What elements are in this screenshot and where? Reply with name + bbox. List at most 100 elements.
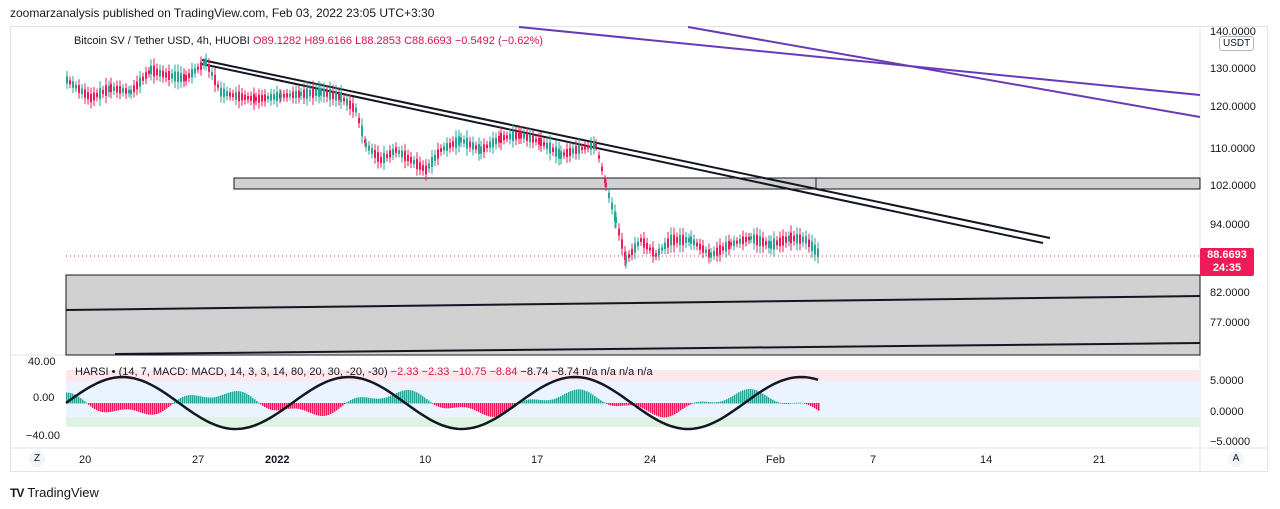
histogram-bar (370, 398, 372, 404)
time-axis-label: 14 (980, 454, 993, 466)
candle-body (452, 141, 454, 147)
histogram-bar (260, 403, 262, 405)
histogram-bar (784, 403, 786, 404)
candle-body (546, 142, 548, 150)
histogram-bar (802, 402, 804, 404)
histogram-bar (720, 401, 722, 404)
neutral-band (66, 381, 1200, 417)
histogram-bar (618, 403, 620, 407)
candle-body (614, 211, 616, 222)
oscillator-line (65, 375, 819, 431)
candle-body (590, 142, 592, 150)
histogram-bar (352, 398, 354, 404)
time-axis-label: 2022 (265, 454, 290, 466)
histogram-bar (740, 391, 742, 404)
auto-scale-left-button[interactable]: Z (29, 451, 45, 467)
candle-body (84, 89, 86, 98)
candle-body (205, 58, 207, 66)
candle-body (601, 166, 603, 172)
histogram-bar (652, 403, 654, 414)
histogram-bar (552, 399, 554, 404)
candle-body (226, 91, 228, 97)
candle-body (295, 90, 297, 99)
symbol-name[interactable]: Bitcoin SV / Tether USD, 4h, HUOBI (74, 35, 250, 47)
histogram-bar (168, 403, 170, 408)
candle-body (466, 137, 468, 149)
candle-body (495, 137, 497, 145)
candle-body (725, 242, 727, 252)
price-axis-label: 110.0000 (1210, 143, 1256, 155)
candle-body (498, 135, 500, 143)
candle-body (509, 133, 511, 140)
candle-body (389, 150, 391, 158)
candle-body (705, 249, 707, 253)
histogram-bar (112, 403, 114, 412)
candle-body (128, 89, 130, 94)
histogram-bar (446, 403, 448, 409)
histogram-bar (680, 403, 682, 411)
histogram-bar (688, 403, 690, 406)
histogram-bar (244, 392, 246, 404)
auto-scale-right-button[interactable]: A (1228, 451, 1244, 467)
candle-body (283, 93, 285, 98)
histogram-bar (366, 397, 368, 404)
indicator-name[interactable]: HARSI (75, 366, 109, 378)
candle-body (180, 72, 182, 82)
histogram-bar (440, 403, 442, 408)
candle-body (500, 132, 502, 144)
histogram-bar (482, 403, 484, 415)
candle-body (765, 241, 767, 246)
candle-body (649, 247, 651, 251)
histogram-bar (226, 393, 228, 404)
histogram-bar (408, 390, 410, 404)
histogram-bar (684, 403, 686, 408)
candle-body (87, 92, 89, 100)
histogram-bar (264, 403, 266, 408)
candle-body (338, 92, 340, 101)
candle-body (374, 150, 376, 158)
histogram-bar (300, 403, 302, 410)
histogram-bar (512, 403, 514, 408)
indicator-value: n/a (637, 366, 653, 378)
candle-body (156, 68, 158, 76)
candle-body (631, 248, 633, 256)
candle-body (713, 250, 715, 256)
histogram-bar (616, 403, 618, 407)
candle-body (628, 254, 630, 258)
channel-line-lower (687, 26, 1201, 118)
histogram-bar (500, 403, 502, 416)
price-axis-label: 140.0000 (1210, 26, 1256, 38)
histogram-bar (722, 400, 724, 404)
histogram-bar (606, 403, 608, 404)
histogram-bar (308, 403, 310, 413)
histogram-bar (306, 403, 308, 412)
candle-body (174, 71, 176, 82)
histogram-bar (140, 403, 142, 413)
candle-body (425, 165, 427, 175)
currency-button[interactable]: USDT (1219, 36, 1255, 51)
histogram-bar (234, 391, 236, 404)
brand[interactable]: TV TradingView (10, 485, 99, 500)
candle-body (814, 244, 816, 255)
histogram-bar (592, 394, 594, 404)
indicator-value: −8.74 (520, 366, 549, 378)
histogram-bar (90, 403, 92, 407)
candle-body (555, 146, 557, 157)
histogram-bar (570, 391, 572, 404)
candle-body (309, 89, 311, 97)
histogram-bar (380, 398, 382, 404)
candle-body (122, 88, 124, 93)
histogram-bar (586, 391, 588, 404)
candle-body (410, 156, 412, 164)
candle-body (716, 247, 718, 256)
candle-body (440, 148, 442, 152)
histogram-bar (700, 401, 702, 404)
histogram-bar (674, 403, 676, 415)
histogram-bar (746, 389, 748, 404)
candle-body (520, 131, 522, 139)
histogram-bar (256, 400, 258, 404)
candle-body (745, 236, 747, 243)
candle-body (640, 238, 642, 242)
candle-body (211, 71, 213, 77)
